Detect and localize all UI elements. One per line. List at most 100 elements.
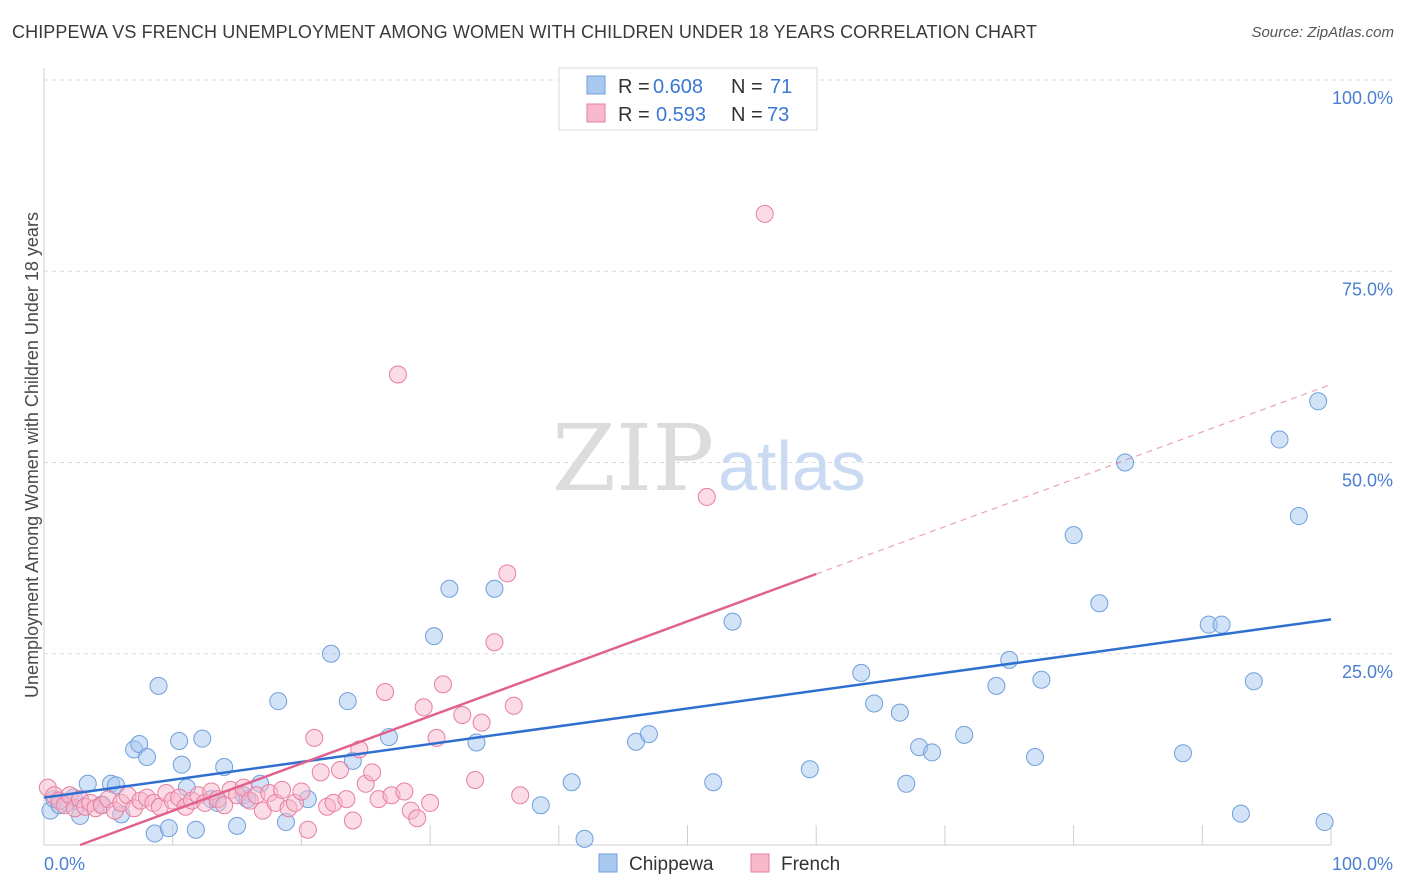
french-point-71 xyxy=(697,487,716,506)
chippewa-point-60 xyxy=(1090,594,1109,613)
chippewa-point-39 xyxy=(485,579,504,598)
chippewa-point-25 xyxy=(228,816,247,835)
y-tick-label-0: 25.0% xyxy=(1342,662,1393,682)
watermark-zip: ZIP xyxy=(552,405,714,512)
bottom-legend-label-chippewa: Chippewa xyxy=(629,854,714,875)
chippewa-point-54 xyxy=(955,725,974,744)
french-point-61 xyxy=(421,793,440,812)
y-tick-label-3: 100.0% xyxy=(1332,88,1393,108)
chippewa-point-46 xyxy=(723,612,742,631)
chippewa-point-62 xyxy=(1173,744,1192,763)
legend-n-label-french: N = xyxy=(731,104,763,126)
french-point-43 xyxy=(305,728,324,747)
french-point-67 xyxy=(485,633,504,652)
chippewa-point-50 xyxy=(890,703,909,722)
french-point-66 xyxy=(472,713,491,732)
legend-n-label-chippewa: N = xyxy=(731,76,763,98)
french-points xyxy=(38,204,774,839)
french-trend-extension xyxy=(815,383,1332,575)
chippewa-point-21 xyxy=(193,729,212,748)
legend-r-value-chippewa: 0.608 xyxy=(653,76,703,98)
french-point-49 xyxy=(343,811,362,830)
french-point-42 xyxy=(298,820,317,839)
chippewa-point-18 xyxy=(172,755,191,774)
french-point-65 xyxy=(466,770,485,789)
gridlines xyxy=(44,79,1392,655)
french-point-54 xyxy=(376,683,395,701)
french-point-38 xyxy=(273,780,292,799)
chippewa-point-42 xyxy=(575,829,594,848)
bottom-legend: Chippewa French xyxy=(598,853,840,875)
chippewa-point-32 xyxy=(322,644,341,663)
chippewa-point-45 xyxy=(704,773,723,792)
chippewa-point-57 xyxy=(1025,748,1044,767)
chart-title: CHIPPEWA VS FRENCH UNEMPLOYMENT AMONG WO… xyxy=(12,22,1038,42)
bottom-legend-label-french: French xyxy=(781,854,840,875)
french-point-72 xyxy=(755,204,774,223)
french-point-44 xyxy=(311,763,330,782)
y-tick-label-1: 50.0% xyxy=(1342,471,1393,491)
chippewa-point-17 xyxy=(170,731,189,750)
chippewa-point-48 xyxy=(852,663,871,682)
legend-n-value-french: 73 xyxy=(767,104,789,126)
chippewa-point-13 xyxy=(137,748,156,767)
french-point-56 xyxy=(388,365,407,384)
bottom-legend-swatch-french xyxy=(750,853,770,873)
french-point-64 xyxy=(453,705,472,724)
legend-r-value-french: 0.593 xyxy=(656,104,706,126)
legend-swatch-french xyxy=(586,103,606,123)
french-point-59 xyxy=(408,809,427,828)
axes xyxy=(43,68,1332,846)
x-tick-label-1: 100.0% xyxy=(1332,854,1393,874)
chippewa-point-20 xyxy=(186,820,205,839)
y-tick-label-2: 75.0% xyxy=(1342,279,1393,299)
x-tick-labels: 0.0% 100.0% xyxy=(44,854,1393,874)
top-legend: R = 0.608 N = 71 R = 0.593 N = 73 xyxy=(558,67,818,131)
french-point-47 xyxy=(331,761,350,780)
chippewa-point-59 xyxy=(1064,526,1083,545)
legend-n-value-chippewa: 71 xyxy=(770,76,792,98)
chippewa-point-53 xyxy=(923,743,942,762)
chippewa-point-64 xyxy=(1212,615,1231,634)
chippewa-point-69 xyxy=(1309,392,1328,411)
french-point-57 xyxy=(395,782,414,801)
legend-r-label-chippewa: R = xyxy=(618,76,650,98)
chippewa-point-36 xyxy=(424,627,443,646)
chippewa-point-41 xyxy=(562,773,581,792)
x-tick-label-0: 0.0% xyxy=(44,854,85,874)
french-point-52 xyxy=(363,763,382,782)
chippewa-point-67 xyxy=(1270,430,1289,449)
french-point-48 xyxy=(337,790,356,809)
chippewa-point-65 xyxy=(1231,804,1250,823)
french-point-70 xyxy=(511,786,530,805)
chippewa-point-58 xyxy=(1032,670,1051,689)
legend-r-label-french: R = xyxy=(618,104,650,126)
chippewa-point-37 xyxy=(440,579,459,598)
chippewa-point-51 xyxy=(897,774,916,793)
chippewa-trend-line xyxy=(43,618,1332,799)
french-point-41 xyxy=(292,782,311,801)
chippewa-point-16 xyxy=(159,819,178,838)
source-credit: Source: ZipAtlas.com xyxy=(1251,24,1394,41)
chippewa-point-29 xyxy=(269,692,288,711)
chippewa-point-15 xyxy=(149,676,168,695)
chippewa-point-70 xyxy=(1315,813,1334,832)
chippewa-point-33 xyxy=(338,692,357,711)
y-tick-labels: 25.0% 50.0% 75.0% 100.0% xyxy=(1332,88,1393,682)
chippewa-point-40 xyxy=(531,796,550,815)
y-axis-label: Unemployment Among Women with Children U… xyxy=(22,212,42,698)
chippewa-point-44 xyxy=(639,725,658,744)
chippewa-point-47 xyxy=(800,760,819,779)
watermark-atlas: atlas xyxy=(718,427,866,505)
bottom-legend-swatch-chippewa xyxy=(598,853,618,873)
french-point-60 xyxy=(414,698,433,717)
legend-swatch-chippewa xyxy=(586,75,606,95)
french-trend-line xyxy=(79,572,817,847)
chippewa-point-66 xyxy=(1244,672,1263,691)
chippewa-point-49 xyxy=(865,694,884,713)
chippewa-point-68 xyxy=(1289,507,1308,526)
french-point-63 xyxy=(433,675,452,694)
chippewa-point-55 xyxy=(987,676,1006,695)
trend-lines xyxy=(43,383,1332,847)
